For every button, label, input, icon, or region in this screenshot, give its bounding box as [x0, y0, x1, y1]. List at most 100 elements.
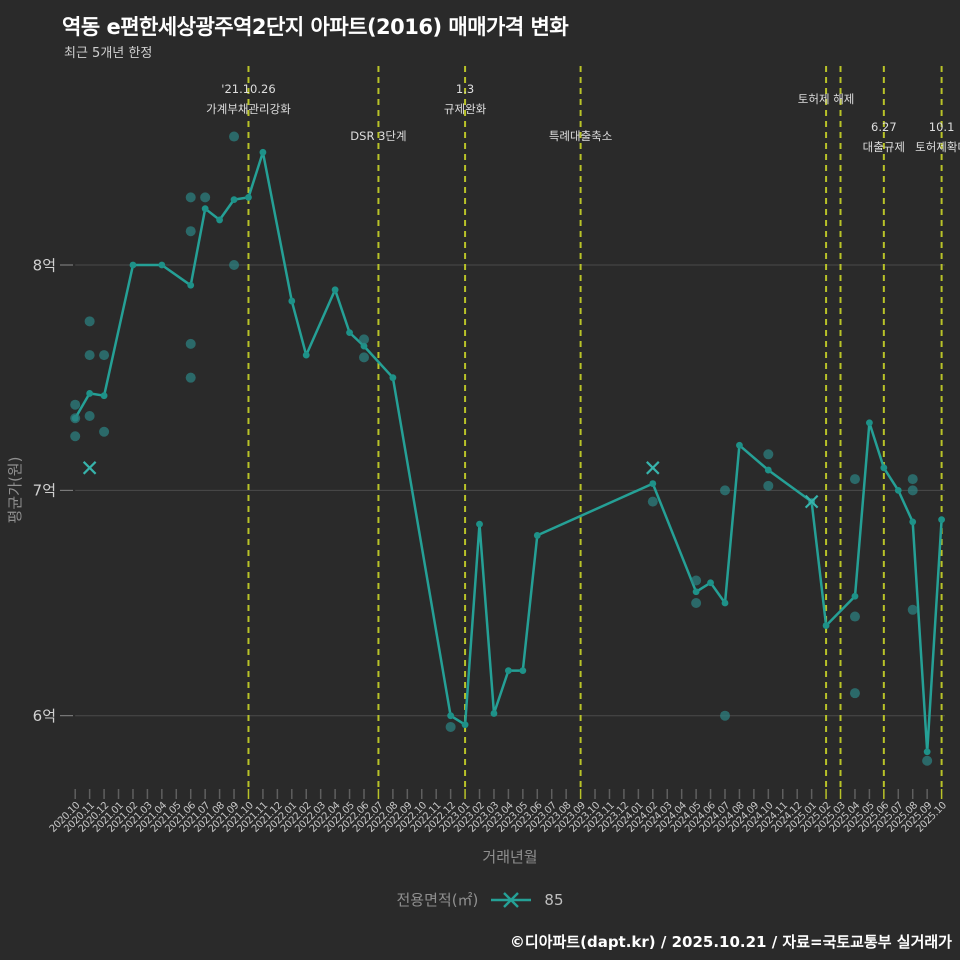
event-annotation: 토허제확대 [915, 140, 960, 154]
credit-footer: ©디아파트(dapt.kr) / 2025.10.21 / 자료=국토교통부 실… [509, 933, 952, 951]
event-annotation: DSR 3단계 [350, 129, 406, 143]
x-axis-layer: 2020.102020.112020.122021.012021.022021.… [48, 789, 949, 835]
transaction-dot[interactable] [763, 449, 774, 460]
line-vertex-dot[interactable] [461, 721, 469, 729]
line-vertex-dot[interactable] [490, 710, 498, 717]
transaction-dot[interactable] [691, 598, 702, 609]
transaction-dot[interactable] [922, 755, 933, 766]
transaction-dot[interactable] [359, 352, 369, 363]
y-axis-title: 평균가(원) [6, 457, 24, 524]
line-vertex-dot[interactable] [649, 480, 657, 487]
scatter-layer [70, 131, 933, 766]
transaction-dot[interactable] [185, 372, 196, 383]
line-vertex-dot[interactable] [909, 518, 917, 526]
line-vertex-dot[interactable] [519, 667, 527, 675]
transaction-dot[interactable] [185, 338, 196, 349]
legend-series-value[interactable]: 85 [544, 890, 564, 909]
x-transaction-marker[interactable] [82, 461, 97, 475]
line-vertex-dot[interactable] [447, 712, 455, 720]
line-vertex-dot[interactable] [721, 599, 729, 607]
price-line-layer [71, 148, 945, 756]
transaction-dot[interactable] [907, 485, 918, 496]
event-annotation: 대출규제 [863, 140, 905, 154]
line-vertex-dot[interactable] [866, 419, 873, 427]
transaction-dot[interactable] [359, 334, 369, 345]
transaction-dot[interactable] [691, 575, 702, 586]
transaction-dot[interactable] [647, 496, 658, 507]
legend-label: 전용면적(㎡) [396, 891, 479, 909]
line-vertex-dot[interactable] [100, 392, 108, 400]
transaction-dot[interactable] [229, 260, 240, 270]
line-vertex-dot[interactable] [389, 374, 397, 382]
transaction-dot[interactable] [445, 721, 456, 732]
event-annotation: 특례대출축소 [549, 129, 612, 143]
transaction-dot[interactable] [907, 474, 918, 485]
transaction-dot[interactable] [229, 131, 240, 142]
line-vertex-dot[interactable] [302, 351, 310, 359]
line-vertex-dot[interactable] [216, 216, 224, 224]
event-annotation: 1.3 [456, 82, 474, 96]
line-vertex-dot[interactable] [894, 486, 902, 494]
transaction-dot[interactable] [185, 226, 196, 237]
average-price-line[interactable] [73, 151, 943, 754]
line-vertex-dot[interactable] [880, 464, 888, 472]
transaction-dot[interactable] [99, 350, 110, 361]
transaction-dot[interactable] [763, 480, 774, 491]
grid-layer: 8억 7억 6억 평균가(원) 거래년월 [6, 256, 945, 866]
transaction-dot[interactable] [84, 410, 95, 421]
x-marker-layer [82, 461, 819, 509]
transaction-dot[interactable] [849, 474, 860, 485]
x-transaction-marker[interactable] [646, 461, 660, 475]
line-vertex-dot[interactable] [158, 261, 166, 269]
line-vertex-dot[interactable] [259, 148, 267, 156]
line-vertex-dot[interactable] [707, 579, 714, 587]
transaction-dot[interactable] [70, 431, 81, 442]
y-tick-label: 6억 [33, 707, 56, 725]
transaction-dot[interactable] [70, 399, 81, 410]
line-vertex-dot[interactable] [331, 286, 339, 294]
line-vertex-dot[interactable] [851, 592, 859, 600]
line-vertex-dot[interactable] [692, 588, 700, 596]
line-vertex-dot[interactable] [86, 390, 94, 397]
event-lines-layer [247, 66, 943, 792]
transaction-dot[interactable] [720, 710, 730, 721]
transaction-dot[interactable] [849, 688, 860, 699]
event-annotation: 6.27 [871, 120, 897, 134]
event-annotation: 가계부채관리강화 [206, 102, 291, 116]
transaction-dot[interactable] [84, 350, 95, 361]
legend-marker-x-icon[interactable] [489, 891, 533, 909]
page-title: 역동 e편한세상광주역2단지 아파트(2016) 매매가격 변화 [62, 15, 569, 39]
line-vertex-dot[interactable] [288, 297, 296, 305]
line-vertex-dot[interactable] [187, 281, 195, 289]
line-vertex-dot[interactable] [736, 441, 743, 449]
line-vertex-dot[interactable] [476, 520, 483, 528]
transaction-dot[interactable] [70, 413, 81, 424]
line-vertex-dot[interactable] [764, 466, 772, 474]
line-vertex-dot[interactable] [129, 261, 137, 269]
line-vertex-dot[interactable] [938, 516, 945, 524]
transaction-dot[interactable] [849, 611, 860, 622]
line-vertex-dot[interactable] [822, 622, 830, 629]
transaction-dot[interactable] [185, 192, 196, 203]
line-vertex-dot[interactable] [201, 205, 209, 213]
transaction-dot[interactable] [84, 316, 95, 327]
y-tick-label: 7억 [33, 482, 56, 500]
transaction-dot[interactable] [200, 192, 211, 203]
chart-legend: 전용면적(㎡) 85 [0, 889, 960, 910]
transaction-dot[interactable] [907, 604, 918, 615]
x-transaction-marker[interactable] [804, 494, 819, 509]
event-annotation: 토허제 해제 [798, 92, 855, 106]
line-vertex-dot[interactable] [346, 329, 353, 337]
line-vertex-dot[interactable] [245, 193, 252, 201]
event-annotation: 10.1 [929, 120, 955, 134]
line-vertex-dot[interactable] [360, 342, 368, 350]
transaction-dot[interactable] [720, 485, 730, 496]
x-axis-title: 거래년월 [482, 848, 537, 866]
line-vertex-dot[interactable] [505, 667, 512, 675]
line-vertex-dot[interactable] [230, 196, 238, 204]
transaction-dot[interactable] [99, 426, 110, 437]
line-vertex-dot[interactable] [533, 532, 541, 539]
line-vertex-dot[interactable] [923, 748, 931, 756]
